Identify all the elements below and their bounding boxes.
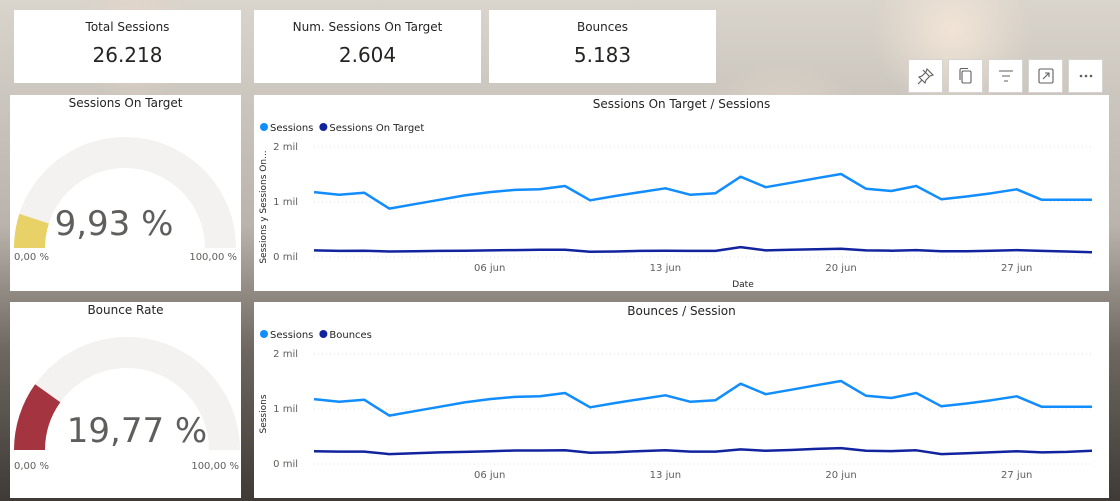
chart-title: Sessions On Target / Sessions <box>592 97 771 111</box>
y-axis-title: Sessions <box>259 394 269 433</box>
gauge-card-bounce-rate[interactable]: Bounce Rate 19,77 % 0,00 % 100,00 % <box>10 302 241 498</box>
gauge-track <box>14 337 240 450</box>
pin-icon <box>917 67 934 85</box>
gauge-max-label: 100,00 % <box>191 461 239 472</box>
line-chart-card-bounces-session[interactable]: Bounces / Session Sessions Bounces 0 mil 1 … <box>254 302 1109 498</box>
x-axis-title: Date <box>732 280 754 290</box>
copy-icon <box>958 67 972 84</box>
chart-title: Bounces / Session <box>627 304 736 318</box>
y-tick-label: 2 mil <box>273 349 298 360</box>
gauge-title: Bounce Rate <box>87 303 164 317</box>
pin-button[interactable] <box>908 59 943 93</box>
x-tick-label: 13 jun <box>650 470 681 481</box>
kpi-value: 5.183 <box>573 43 632 67</box>
series-line[interactable] <box>313 379 1092 417</box>
gauge-bounce-rate: 19,77 % 0,00 % 100,00 % <box>14 337 240 472</box>
y-tick-label: 0 mil <box>273 459 298 470</box>
x-tick-label: 20 jun <box>825 470 856 481</box>
gauge-value-label: 19,77 % <box>67 411 207 451</box>
x-tick-label: 06 jun <box>474 470 505 481</box>
x-tick-label: 27 jun <box>1001 263 1032 274</box>
gauge-card-sessions-on-target[interactable]: Sessions On Target 9,93 % 0,00 % 100,00 … <box>10 95 241 291</box>
series-line[interactable] <box>313 245 1093 254</box>
line-chart-sessions-on-target: Sessions Sessions On Target 0 mil 1 mil 2 mi… <box>259 123 1093 290</box>
line-chart-card-sessions-on-target[interactable]: Sessions On Target / Sessions Sessions Se… <box>254 95 1109 291</box>
series-line[interactable] <box>313 446 1093 456</box>
x-tick-label: 13 jun <box>650 263 681 274</box>
y-axis-title: Sessions y Sessions On... <box>259 150 269 263</box>
kpi-value: 26.218 <box>92 43 163 67</box>
x-tick-label: 20 jun <box>825 263 856 274</box>
kpi-title: Bounces <box>576 20 629 34</box>
legend-marker <box>260 123 268 131</box>
gauge-fill <box>14 384 61 450</box>
legend-label[interactable]: Sessions <box>270 330 313 341</box>
y-tick-label: 1 mil <box>273 404 298 415</box>
focus-mode-icon <box>1037 68 1054 84</box>
y-tick-label: 2 mil <box>273 142 298 153</box>
kpi-title: Num. Sessions On Target <box>292 20 443 34</box>
x-tick-label: 06 jun <box>474 263 505 274</box>
focus-mode-button[interactable] <box>1028 59 1063 93</box>
legend-marker <box>319 123 328 131</box>
copy-button[interactable] <box>948 59 983 93</box>
legend-label[interactable]: Bounces <box>329 330 372 341</box>
gauge-sessions-on-target: 9,93 % 0,00 % 100,00 % <box>14 137 237 263</box>
x-tick-label: 27 jun <box>1001 470 1032 481</box>
kpi-card-bounces[interactable]: Bounces 5.183 <box>489 10 716 83</box>
gauge-min-label: 0,00 % <box>14 461 49 472</box>
kpi-card-sessions-on-target[interactable]: Num. Sessions On Target 2.604 <box>254 10 481 83</box>
legend-marker <box>319 330 328 338</box>
gauge-max-label: 100,00 % <box>189 252 237 263</box>
visual-header-toolbar <box>908 59 1103 93</box>
gauge-fill <box>14 213 49 248</box>
more-options-icon <box>1079 74 1092 78</box>
legend-label[interactable]: Sessions On Target <box>329 123 424 134</box>
gauge-track <box>14 137 236 248</box>
filter-icon <box>998 70 1013 82</box>
filter-button[interactable] <box>988 59 1023 93</box>
legend-marker <box>260 330 268 338</box>
more-options-button[interactable] <box>1068 59 1103 93</box>
gauge-value-label: 9,93 % <box>55 204 174 244</box>
kpi-value: 2.604 <box>338 43 397 67</box>
kpi-title: Total Sessions <box>85 20 170 34</box>
series-line[interactable] <box>313 172 1092 210</box>
gauge-title: Sessions On Target <box>68 96 183 110</box>
y-tick-label: 0 mil <box>273 252 298 263</box>
y-tick-label: 1 mil <box>273 197 298 208</box>
kpi-card-total-sessions[interactable]: Total Sessions 26.218 <box>14 10 241 83</box>
line-chart-bounces-session: Sessions Bounces 0 mil 1 mil 2 mil 06 jun 13 j… <box>259 330 1093 481</box>
legend-label[interactable]: Sessions <box>270 123 313 134</box>
gauge-min-label: 0,00 % <box>14 252 49 263</box>
